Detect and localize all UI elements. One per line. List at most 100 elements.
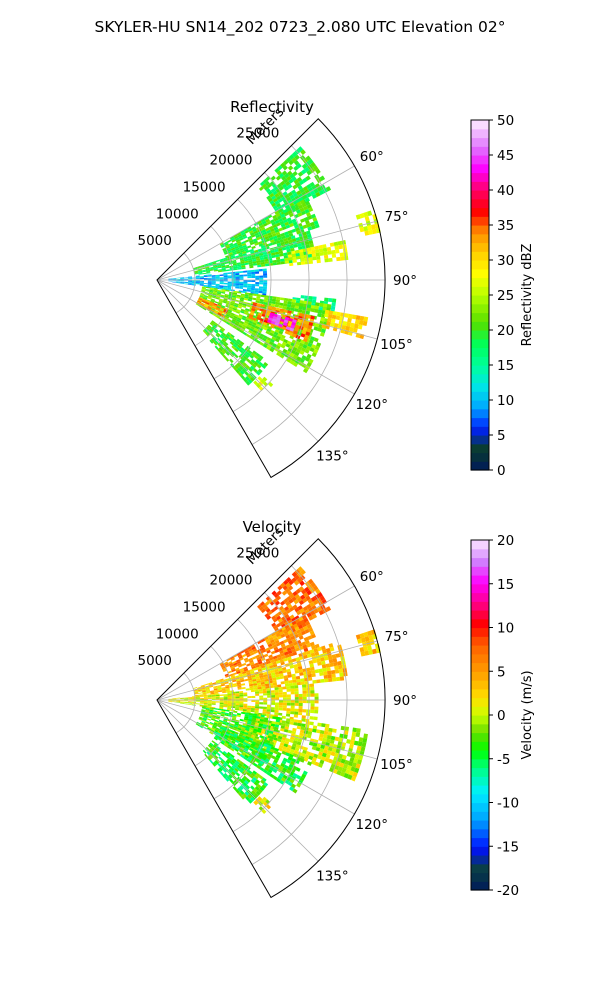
- radar-gate: [227, 707, 232, 710]
- radar-gate: [255, 275, 260, 278]
- radar-gate: [310, 610, 316, 616]
- radar-gate: [213, 722, 218, 725]
- radar-gate: [211, 740, 216, 744]
- radar-gate: [272, 624, 278, 630]
- radar-gate: [316, 186, 323, 192]
- radar-gate: [232, 660, 237, 665]
- radar-gate: [290, 700, 295, 703]
- radar-gate: [301, 330, 307, 335]
- radar-gate: [263, 280, 268, 283]
- radar-gate: [296, 209, 301, 214]
- radar-gate: [223, 258, 228, 262]
- radar-gate: [256, 321, 262, 326]
- radar-gate: [240, 297, 245, 300]
- radar-gate: [195, 283, 200, 285]
- radar-gate: [244, 737, 249, 742]
- radar-gate: [291, 617, 297, 623]
- colorbar-segment: [471, 793, 489, 804]
- radar-gate: [284, 726, 289, 730]
- radar-gate: [327, 313, 333, 319]
- radar-gate: [248, 292, 254, 296]
- radar-gate: [223, 299, 228, 303]
- radar-gate: [250, 742, 256, 747]
- radar-gate: [250, 325, 255, 330]
- radar-gate: [328, 257, 333, 262]
- radar-gate: [272, 739, 278, 744]
- radar-gate: [372, 228, 377, 235]
- radar-gate: [226, 312, 231, 316]
- radar-gate: [260, 304, 265, 308]
- radar-gate: [199, 698, 204, 700]
- radar-gate: [202, 717, 207, 721]
- radar-gate: [290, 304, 296, 309]
- radar-gate: [280, 232, 285, 237]
- radar-gate: [280, 633, 286, 639]
- radar-gate: [272, 768, 278, 774]
- radar-gate: [330, 669, 336, 675]
- radar-gate: [247, 235, 252, 240]
- colorbar-segment: [471, 286, 489, 296]
- radar-gate: [244, 262, 250, 266]
- radar-gate: [364, 230, 370, 236]
- radar-gate: [238, 244, 243, 248]
- radar-gate: [237, 367, 242, 372]
- radar-gate: [223, 719, 228, 723]
- radar-gate: [235, 281, 240, 284]
- radar-gate: [274, 747, 280, 752]
- radar-gate: [211, 281, 216, 283]
- radar-gate: [306, 612, 312, 618]
- radar-gate: [238, 748, 244, 753]
- radar-gate: [334, 665, 339, 670]
- radar-gate: [258, 732, 263, 736]
- radar-gate: [201, 707, 206, 709]
- radar-gate: [289, 664, 295, 669]
- radar-gate: [222, 763, 228, 768]
- radar-gate: [211, 702, 216, 704]
- radar-gate: [287, 640, 293, 645]
- radar-gate: [286, 207, 292, 212]
- radar-gate: [227, 337, 233, 342]
- radar-gate: [275, 319, 281, 324]
- radar-gate: [320, 756, 326, 761]
- colorbar-segment: [471, 417, 489, 427]
- radar-gate: [201, 689, 206, 692]
- radar-gate: [244, 320, 249, 325]
- radar-gate: [294, 685, 299, 689]
- radar-gate: [310, 693, 315, 697]
- radar-gate: [235, 273, 240, 276]
- radar-gate: [290, 645, 296, 651]
- radar-gate: [254, 288, 259, 291]
- radar-gate: [335, 249, 340, 254]
- radar-gate: [315, 746, 321, 752]
- radar-gate: [239, 732, 244, 736]
- radar-gate: [218, 309, 224, 314]
- radar-gate: [207, 285, 212, 287]
- radar-gate: [305, 244, 311, 249]
- radar-gate: [284, 234, 290, 239]
- radar-gate: [275, 721, 280, 726]
- radar-gate: [207, 305, 212, 309]
- radar-gate: [289, 786, 295, 792]
- radar-gate: [205, 289, 210, 292]
- radar-gate: [223, 298, 228, 301]
- radar-gate: [211, 282, 216, 284]
- radar-gate: [359, 647, 365, 653]
- radar-gate: [272, 214, 278, 220]
- radar-gate: [259, 735, 264, 739]
- radar-gate: [210, 692, 215, 695]
- radar-gate: [195, 703, 200, 705]
- radar-gate: [287, 298, 293, 302]
- radar-gate: [239, 701, 244, 704]
- radar-gate: [281, 216, 287, 221]
- radar-gate: [289, 642, 294, 648]
- radar-gate: [297, 212, 303, 217]
- radar-gate: [340, 758, 346, 764]
- radar-gate: [257, 220, 262, 225]
- radar-gate: [203, 714, 208, 718]
- radar-gate: [237, 324, 243, 328]
- radar-gate: [287, 674, 292, 678]
- radar-gate: [207, 295, 213, 298]
- radar-gate: [266, 660, 271, 665]
- radar-gate: [252, 713, 257, 717]
- radar-gate: [188, 278, 193, 280]
